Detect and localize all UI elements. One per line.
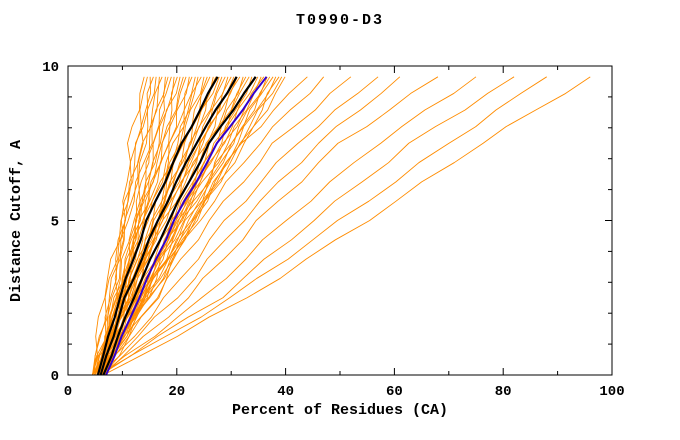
- svg-text:100: 100: [599, 384, 624, 400]
- y-axis-label: Distance Cutoff, A: [8, 140, 25, 302]
- x-axis-label: Percent of Residues (CA): [232, 402, 448, 419]
- svg-text:60: 60: [386, 384, 403, 400]
- plot-series-layer: [92, 76, 591, 376]
- plot-axes-layer: 0 20 40 60 80 100 0 5 10: [42, 60, 624, 400]
- svg-text:5: 5: [51, 215, 59, 231]
- chart-title: T0990-D3: [296, 12, 384, 29]
- svg-text:40: 40: [277, 384, 294, 400]
- svg-text:20: 20: [168, 384, 185, 400]
- svg-text:0: 0: [64, 384, 72, 400]
- svg-text:80: 80: [495, 384, 512, 400]
- svg-text:0: 0: [51, 369, 59, 385]
- svg-text:10: 10: [42, 60, 59, 76]
